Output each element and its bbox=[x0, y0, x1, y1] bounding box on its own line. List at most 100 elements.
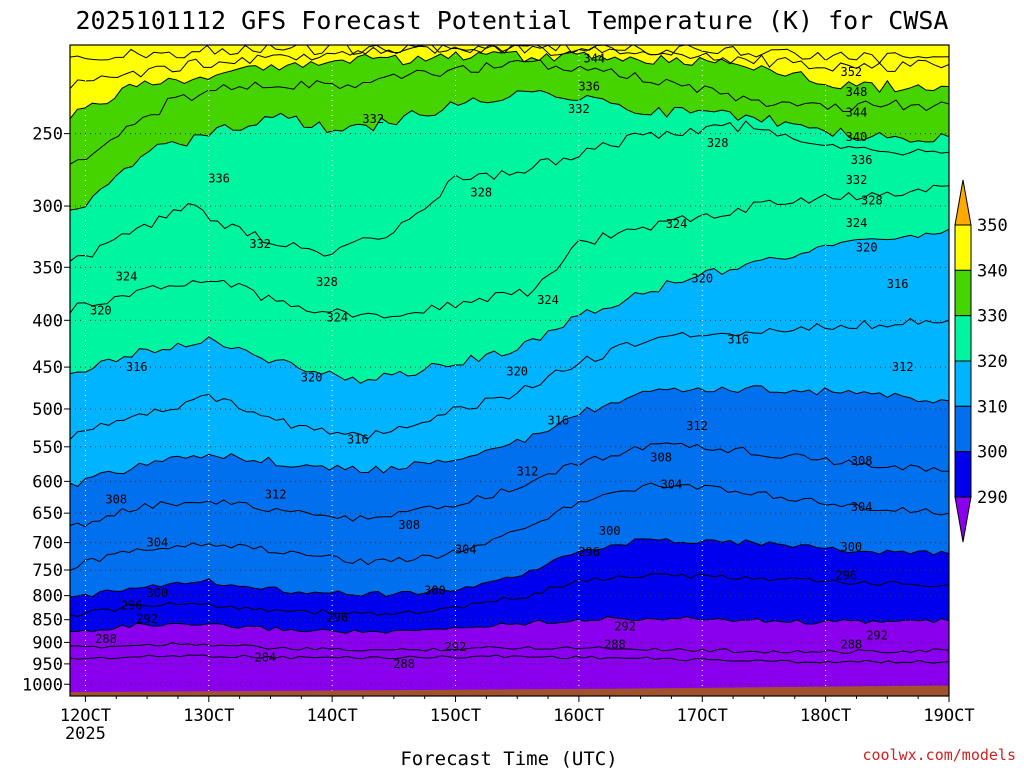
contour-label: 328 bbox=[470, 186, 492, 200]
y-tick-label: 300 bbox=[32, 197, 63, 217]
contour-label: 312 bbox=[265, 487, 287, 501]
y-tick-label: 850 bbox=[32, 611, 63, 631]
contour-label: 328 bbox=[707, 136, 729, 150]
y-tick-label: 400 bbox=[32, 311, 63, 331]
colorbar-tick-label: 340 bbox=[977, 261, 1008, 281]
contour-label: 316 bbox=[727, 333, 749, 347]
isotherm-316 bbox=[70, 317, 949, 440]
colorbar-swatch bbox=[954, 360, 972, 407]
terrain bbox=[70, 685, 949, 696]
contour-label: 352 bbox=[840, 65, 862, 79]
x-tick-label: 17OCT bbox=[677, 706, 728, 726]
chart-title: 2025101112 GFS Forecast Potential Temper… bbox=[76, 6, 949, 35]
contour-label: 284 bbox=[254, 651, 276, 665]
contour-label: 316 bbox=[547, 414, 569, 428]
colorbar-tick-label: 320 bbox=[977, 352, 1008, 372]
isotherm-332 bbox=[70, 89, 949, 211]
contour-label: 320 bbox=[691, 271, 713, 285]
y-tick-label: 600 bbox=[32, 472, 63, 492]
isotherm-300 bbox=[70, 538, 949, 598]
contour-label: 300 bbox=[599, 524, 621, 538]
x-tick-label: 13OCT bbox=[183, 706, 234, 726]
x-tick-label: 15OCT bbox=[430, 706, 481, 726]
colorbar-swatch bbox=[954, 405, 972, 453]
y-tick-label: 700 bbox=[32, 534, 63, 554]
contour-label: 324 bbox=[537, 293, 559, 307]
isotherm-304 bbox=[70, 482, 949, 571]
isotherm-292 bbox=[70, 616, 949, 634]
x-tick-label: 18OCT bbox=[800, 706, 851, 726]
colorbar-swatch bbox=[954, 224, 972, 271]
contour-label: 316 bbox=[347, 433, 369, 447]
contour-label: 308 bbox=[851, 454, 873, 468]
contour-label: 336 bbox=[208, 172, 230, 186]
contour-label: 328 bbox=[861, 194, 883, 208]
y-tick-label: 800 bbox=[32, 587, 63, 607]
isotherm-320 bbox=[70, 228, 949, 384]
contour-label: 320 bbox=[90, 303, 112, 317]
credit-text: coolwx.com/models bbox=[862, 746, 1016, 764]
contour-label: 332 bbox=[362, 112, 384, 126]
contour-label: 312 bbox=[892, 360, 914, 374]
x-axis-title: Forecast Time (UTC) bbox=[400, 748, 617, 768]
contour-label: 300 bbox=[147, 586, 169, 600]
colorbar-tick-label: 350 bbox=[977, 216, 1008, 236]
contour-label: 336 bbox=[578, 79, 600, 93]
contour-label: 344 bbox=[583, 52, 605, 66]
colorbar-swatch bbox=[954, 451, 972, 498]
contour-label: 292 bbox=[866, 629, 888, 643]
y-tick-label: 900 bbox=[32, 633, 63, 653]
colorbar: 290 300 310 320 330 340 350 bbox=[954, 179, 1008, 543]
fill-above-340 bbox=[70, 45, 949, 119]
contour-label: 292 bbox=[136, 612, 158, 626]
isotherm-336 bbox=[70, 59, 949, 165]
contour-label: 320 bbox=[506, 364, 528, 378]
contour-label: 292 bbox=[445, 640, 467, 654]
y-tick-label: 1000 bbox=[22, 675, 63, 695]
x-tick-label: 14OCT bbox=[307, 706, 358, 726]
contour-label: 324 bbox=[116, 269, 138, 283]
contour-label: 348 bbox=[846, 85, 868, 99]
contour-label: 324 bbox=[666, 217, 688, 231]
y-tick-label: 250 bbox=[32, 125, 63, 145]
isotherm-324 bbox=[70, 184, 949, 319]
theta-fills bbox=[70, 45, 949, 696]
fill-above-344 bbox=[70, 45, 949, 89]
y-tick-label: 450 bbox=[32, 358, 63, 378]
contour-label: 296 bbox=[326, 610, 348, 624]
x-tick-label: 16OCT bbox=[553, 706, 604, 726]
y-axis: 2503003504004505005506006507007508008509… bbox=[22, 125, 70, 695]
contour-label: 304 bbox=[661, 478, 683, 492]
contour-label: 288 bbox=[604, 638, 626, 652]
contour-label: 324 bbox=[846, 216, 868, 230]
fill-above-348 bbox=[70, 45, 949, 63]
colorbar-tick-label: 290 bbox=[977, 488, 1008, 508]
contour-label: 304 bbox=[147, 536, 169, 550]
contour-label: 300 bbox=[840, 540, 862, 554]
colorbar-arrow-top bbox=[954, 179, 972, 226]
contour-label: 296 bbox=[835, 568, 857, 582]
contour-label: 328 bbox=[316, 275, 338, 289]
contour-label: 332 bbox=[846, 173, 868, 187]
x-tick-label: 12OCT bbox=[60, 706, 111, 726]
contour-label: 344 bbox=[846, 105, 868, 119]
x-tick-label: 19OCT bbox=[923, 706, 974, 726]
contour-label: 320 bbox=[301, 371, 323, 385]
contour-label: 308 bbox=[105, 492, 127, 506]
colorbar-tick-label: 330 bbox=[977, 307, 1008, 327]
contour-label: 324 bbox=[326, 310, 348, 324]
isotherm-340 bbox=[70, 50, 949, 120]
contour-label: 304 bbox=[455, 542, 477, 556]
contour-label: 288 bbox=[393, 657, 415, 671]
contour-label: 308 bbox=[650, 450, 672, 464]
terrain-surface bbox=[70, 685, 949, 696]
contour-labels: 344 336 332 352 348 344 340 336 332 328 324 320 316 3… bbox=[90, 52, 914, 671]
contour-label: 296 bbox=[121, 598, 143, 612]
colorbar-tick-label: 310 bbox=[977, 397, 1008, 417]
plot-area: 344 336 332 352 348 344 340 336 332 328 324 320 316 3… bbox=[70, 45, 949, 696]
contour-label: 288 bbox=[95, 632, 117, 646]
y-tick-label: 350 bbox=[32, 258, 63, 278]
isotherm-348 bbox=[70, 45, 949, 64]
colorbar-arrow-bottom bbox=[954, 496, 972, 543]
